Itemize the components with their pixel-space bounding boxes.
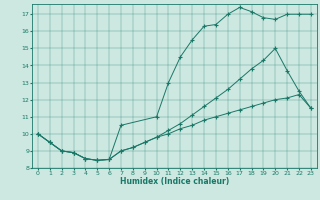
X-axis label: Humidex (Indice chaleur): Humidex (Indice chaleur) <box>120 177 229 186</box>
